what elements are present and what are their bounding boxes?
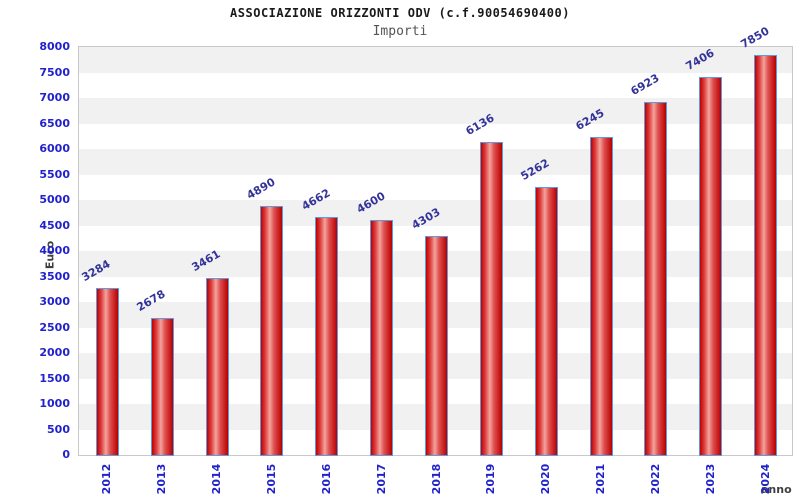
chart-title: ASSOCIAZIONE ORIZZONTI ODV (c.f.90054690… xyxy=(230,6,570,20)
bar-2020 xyxy=(534,186,558,456)
bar-2017 xyxy=(370,220,394,456)
grid-band xyxy=(79,123,792,149)
plot-area xyxy=(78,46,793,456)
x-tick-label: 2012 xyxy=(100,463,114,495)
y-tick-label: 8000 xyxy=(39,40,70,53)
bar-2021 xyxy=(589,136,613,456)
x-tick-label: 2019 xyxy=(484,463,498,495)
y-tick-label: 5000 xyxy=(39,193,70,206)
bar-2016 xyxy=(315,217,339,456)
bar-2023 xyxy=(699,77,723,456)
grid-band xyxy=(79,47,792,73)
grid-band xyxy=(79,174,792,200)
x-axis-label: anno xyxy=(761,483,792,496)
x-tick-label: 2022 xyxy=(648,463,662,495)
y-tick-label: 5500 xyxy=(39,167,70,181)
x-tick-label: 2024 xyxy=(758,463,772,495)
y-tick-label: 1500 xyxy=(39,371,70,385)
y-tick-label: 2000 xyxy=(39,346,70,359)
x-tick-label: 2020 xyxy=(539,463,553,495)
y-tick-label: 4000 xyxy=(39,244,70,257)
y-tick-label: 4500 xyxy=(39,218,70,232)
bar-2015 xyxy=(260,205,284,456)
grid-band xyxy=(79,200,792,226)
y-tick-label: 3000 xyxy=(39,295,70,308)
y-tick-label: 3500 xyxy=(39,269,70,283)
y-tick-label: 1000 xyxy=(39,397,70,410)
bar-2018 xyxy=(425,235,448,456)
x-tick-label: 2016 xyxy=(319,463,333,495)
x-tick-label: 2014 xyxy=(210,463,224,495)
x-tick-label: 2018 xyxy=(429,463,443,495)
bar-2014 xyxy=(205,278,229,456)
y-tick-label: 7500 xyxy=(39,65,70,79)
bar-2012 xyxy=(95,287,119,456)
bar-2019 xyxy=(479,142,503,456)
y-tick-label: 6000 xyxy=(39,142,70,155)
x-tick-label: 2013 xyxy=(155,463,169,495)
y-tick-label: 500 xyxy=(47,422,70,436)
y-tick-label: 6500 xyxy=(39,116,70,130)
bar-2013 xyxy=(150,318,174,456)
x-tick-label: 2021 xyxy=(594,463,608,495)
y-tick-label: 7000 xyxy=(39,91,70,104)
grid-band xyxy=(79,149,792,175)
grid-band xyxy=(79,98,792,124)
x-tick-label: 2023 xyxy=(703,463,717,495)
x-tick-label: 2015 xyxy=(264,463,278,495)
bar-2024 xyxy=(754,54,778,456)
x-tick-label: 2017 xyxy=(374,463,388,495)
y-tick-label: 2500 xyxy=(39,320,70,334)
bar-2022 xyxy=(644,101,668,456)
grid-band xyxy=(79,72,792,98)
chart-subtitle: Importi xyxy=(372,24,428,39)
y-tick-label: 0 xyxy=(62,448,70,461)
